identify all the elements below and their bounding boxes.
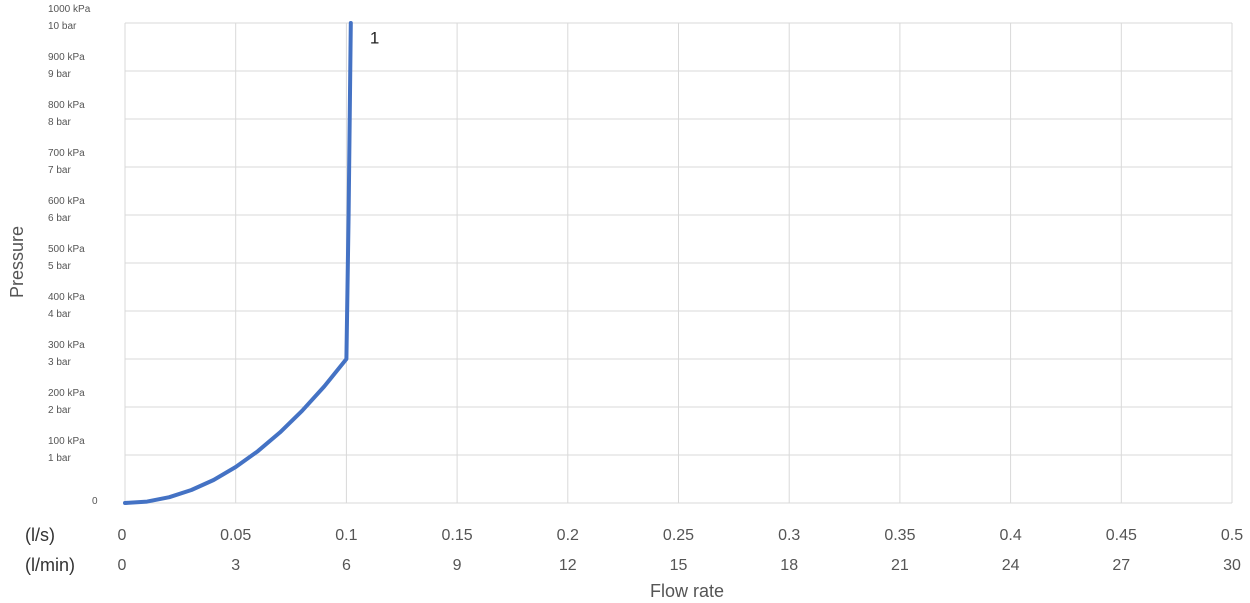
x-tick-lmin: 15	[670, 557, 688, 574]
x-tick-labels: 0 0 0.05 3 0.1 6 0.15 9 0.2 12 0.25 15 0.3 18 0.35 21 0.…	[118, 527, 1244, 574]
y-tick-kpa: 600 kPa	[48, 196, 85, 207]
unit-lmin-label: (l/min)	[25, 555, 75, 575]
x-tick-ls: 0	[118, 527, 127, 544]
y-axis-title: Pressure	[7, 226, 27, 298]
y-tick-bar: 1 bar	[48, 453, 71, 464]
x-tick-lmin: 12	[559, 557, 577, 574]
x-tick-ls: 0.3	[778, 527, 800, 544]
y-tick-kpa: 900 kPa	[48, 52, 85, 63]
y-tick-labels: 0 100 kPa 1 bar 200 kPa 2 bar 300 kPa 3 bar 400…	[48, 4, 98, 507]
y-tick-kpa: 300 kPa	[48, 340, 85, 351]
y-tick-bar: 3 bar	[48, 357, 71, 368]
y-tick-kpa: 700 kPa	[48, 148, 85, 159]
y-tick-bar: 10 bar	[48, 21, 77, 32]
x-tick-lmin: 24	[1002, 557, 1020, 574]
x-axis-title: Flow rate	[650, 581, 724, 601]
series-layer	[123, 21, 353, 505]
x-tick-ls: 0.45	[1106, 527, 1137, 544]
x-tick-lmin: 18	[780, 557, 798, 574]
grid	[124, 22, 1233, 504]
x-tick-ls: 0.25	[663, 527, 694, 544]
x-tick-lmin: 27	[1112, 557, 1130, 574]
y-tick-bar: 7 bar	[48, 165, 71, 176]
x-tick-ls: 0.35	[884, 527, 915, 544]
y-tick-bar: 5 bar	[48, 261, 71, 272]
unit-ls-label: (l/s)	[25, 525, 55, 545]
series-line	[123, 21, 353, 505]
y-tick-bar: 2 bar	[48, 405, 71, 416]
x-tick-lmin: 6	[342, 557, 351, 574]
x-tick-ls: 0.2	[557, 527, 579, 544]
y-tick-kpa: 400 kPa	[48, 292, 85, 303]
x-tick-ls: 0.1	[335, 527, 357, 544]
y-tick-kpa: 800 kPa	[48, 100, 85, 111]
x-tick-ls: 0.5	[1221, 527, 1243, 544]
y-tick-bar: 8 bar	[48, 117, 71, 128]
x-unit-labels: (l/s) (l/min)	[25, 525, 75, 575]
x-tick-lmin: 0	[118, 557, 127, 574]
y-tick-bar: 6 bar	[48, 213, 71, 224]
curve-annotation: 1	[370, 28, 379, 47]
x-tick-lmin: 30	[1223, 557, 1241, 574]
y-tick-bar: 4 bar	[48, 309, 71, 320]
x-tick-ls: 0.15	[442, 527, 473, 544]
x-tick-ls: 0.4	[999, 527, 1021, 544]
x-tick-lmin: 9	[453, 557, 462, 574]
annotations: 1	[370, 28, 379, 47]
x-tick-ls: 0.05	[220, 527, 251, 544]
y-tick-kpa: 500 kPa	[48, 244, 85, 255]
y-tick-kpa: 100 kPa	[48, 436, 85, 447]
y-tick-kpa: 1000 kPa	[48, 4, 91, 15]
y-tick-kpa: 200 kPa	[48, 388, 85, 399]
y-tick-kpa: 0	[92, 496, 98, 507]
x-tick-lmin: 3	[231, 557, 240, 574]
x-tick-lmin: 21	[891, 557, 909, 574]
y-tick-bar: 9 bar	[48, 69, 71, 80]
